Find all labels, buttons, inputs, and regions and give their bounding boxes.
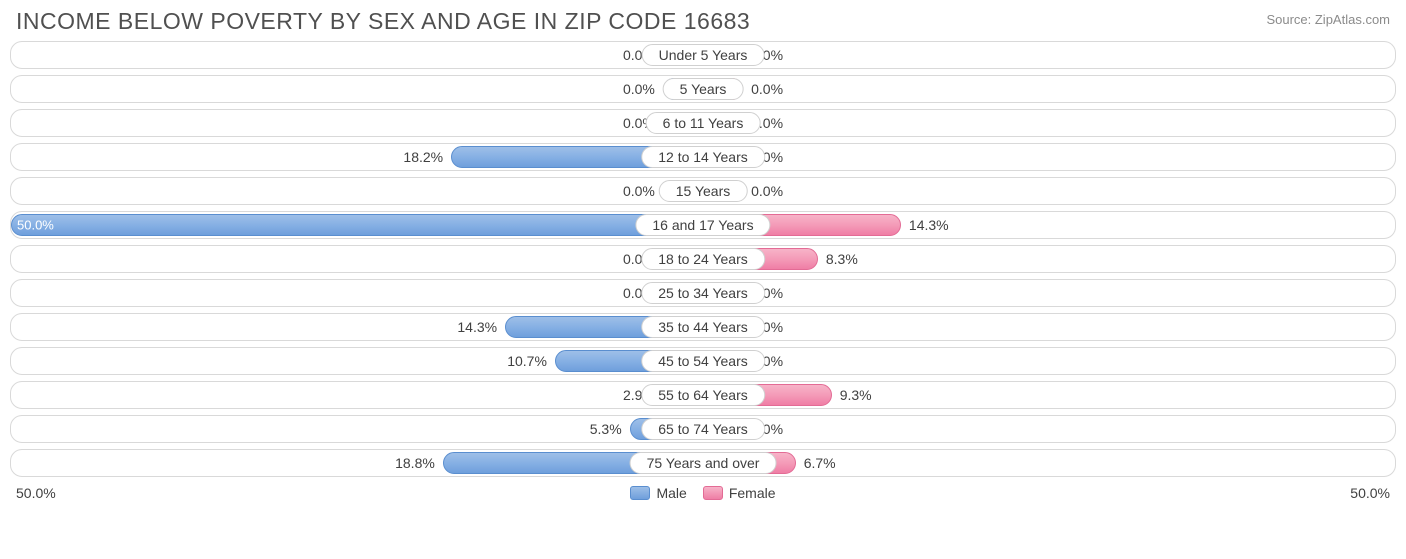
category-label: 25 to 34 Years [641, 282, 765, 304]
female-value-label: 0.0% [751, 81, 783, 97]
male-swatch-icon [630, 486, 650, 500]
female-value-label: 8.3% [826, 251, 858, 267]
population-pyramid-chart: 0.0%0.0%Under 5 Years0.0%0.0%5 Years0.0%… [10, 41, 1396, 477]
male-bar [11, 214, 703, 236]
category-label: 5 Years [663, 78, 744, 100]
male-value-label: 10.7% [507, 353, 547, 369]
female-swatch-icon [703, 486, 723, 500]
legend-item-male: Male [630, 485, 686, 501]
category-label: 45 to 54 Years [641, 350, 765, 372]
male-value-label: 18.8% [395, 455, 435, 471]
legend: Male Female [56, 485, 1351, 501]
male-value-label: 5.3% [590, 421, 622, 437]
category-label: 18 to 24 Years [641, 248, 765, 270]
chart-container: INCOME BELOW POVERTY BY SEX AND AGE IN Z… [0, 0, 1406, 511]
chart-row: 0.0%0.0%Under 5 Years [10, 41, 1396, 69]
chart-row: 0.0% 0.0% 5 Years [10, 75, 1396, 103]
legend-item-female: Female [703, 485, 776, 501]
female-value-label: 6.7% [804, 455, 836, 471]
chart-row: 0.0% 0.0%15 Years [10, 177, 1396, 205]
category-label: 12 to 14 Years [641, 146, 765, 168]
chart-row: 14.3%0.0%35 to 44 Years [10, 313, 1396, 341]
chart-row: 0.0%0.0%25 to 34 Years [10, 279, 1396, 307]
male-value-label: 50.0% [17, 218, 54, 233]
category-label: 55 to 64 Years [641, 384, 765, 406]
category-label: Under 5 Years [642, 44, 765, 66]
chart-row: 18.2%0.0%12 to 14 Years [10, 143, 1396, 171]
chart-row: 50.0% 14.3% 16 and 17 Years [10, 211, 1396, 239]
axis-max-left: 50.0% [16, 485, 56, 501]
chart-footer: 50.0% Male Female 50.0% [10, 483, 1396, 501]
category-label: 35 to 44 Years [641, 316, 765, 338]
category-label: 6 to 11 Years [646, 112, 761, 134]
header: INCOME BELOW POVERTY BY SEX AND AGE IN Z… [10, 8, 1396, 41]
legend-male-label: Male [656, 485, 686, 501]
category-label: 16 and 17 Years [635, 214, 770, 236]
chart-row: 5.3%0.0%65 to 74 Years [10, 415, 1396, 443]
female-value-label: 0.0% [751, 183, 783, 199]
source-attribution: Source: ZipAtlas.com [1266, 8, 1390, 27]
axis-max-right: 50.0% [1350, 485, 1390, 501]
category-label: 65 to 74 Years [641, 418, 765, 440]
chart-row: 10.7%0.0%45 to 54 Years [10, 347, 1396, 375]
female-value-label: 9.3% [840, 387, 872, 403]
male-value-label: 0.0% [623, 81, 655, 97]
category-label: 15 Years [659, 180, 748, 202]
legend-female-label: Female [729, 485, 776, 501]
male-value-label: 0.0% [623, 183, 655, 199]
chart-row: 0.0%0.0%6 to 11 Years [10, 109, 1396, 137]
chart-row: 18.8% 6.7% 75 Years and over [10, 449, 1396, 477]
category-label: 75 Years and over [630, 452, 777, 474]
chart-title: INCOME BELOW POVERTY BY SEX AND AGE IN Z… [16, 8, 750, 35]
male-value-label: 14.3% [457, 319, 497, 335]
male-value-label: 18.2% [403, 149, 443, 165]
chart-row: 2.9%9.3%55 to 64 Years [10, 381, 1396, 409]
female-value-label: 14.3% [909, 217, 949, 233]
chart-row: 0.0%8.3%18 to 24 Years [10, 245, 1396, 273]
